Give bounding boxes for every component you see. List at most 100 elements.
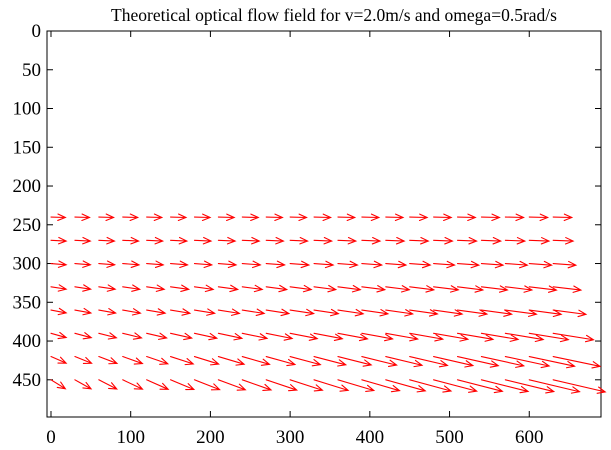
flow-arrow	[385, 260, 408, 269]
y-tick-label: 300	[13, 254, 42, 275]
flow-arrow	[170, 260, 189, 269]
flow-arrow	[98, 379, 118, 390]
flow-arrow	[289, 213, 308, 222]
flow-arrow	[122, 260, 141, 268]
flow-arrow	[361, 285, 387, 293]
flow-arrow	[504, 213, 525, 222]
flow-arrow	[50, 236, 68, 245]
flow-arrow	[552, 355, 602, 369]
flow-arrow	[170, 355, 195, 366]
flow-arrow	[98, 284, 117, 292]
flow-arrow	[98, 213, 115, 221]
flow-arrow	[456, 379, 504, 394]
flow-arrow	[552, 332, 595, 343]
flow-arrow	[146, 379, 170, 390]
flow-arrow	[409, 355, 449, 368]
x-tick-label: 500	[435, 427, 464, 448]
y-axis: 0 50 100 150 200 250 300 350 400 450	[13, 21, 601, 391]
flow-arrow	[193, 284, 215, 293]
flow-arrow	[313, 236, 334, 245]
flow-arrow	[337, 284, 362, 293]
flow-arrow	[122, 284, 142, 292]
flow-arrow	[98, 355, 119, 365]
plot-frame	[46, 30, 602, 418]
flow-arrow	[265, 355, 297, 367]
flow-arrow	[217, 332, 244, 341]
flow-arrow	[217, 308, 241, 316]
flow-arrow	[504, 237, 527, 245]
flow-arrow	[385, 213, 405, 222]
flow-arrow	[552, 309, 588, 318]
flow-arrow	[313, 213, 333, 222]
flow-arrow	[504, 355, 551, 369]
flow-arrow	[313, 284, 338, 293]
flow-arrow	[217, 236, 237, 245]
flow-arrow	[289, 236, 309, 245]
flow-arrow	[74, 284, 93, 292]
flow-arrow	[456, 355, 500, 368]
flow-arrow	[265, 332, 294, 341]
flow-arrow	[433, 309, 464, 317]
flow-arrow	[528, 260, 553, 269]
flow-arrow	[193, 308, 217, 316]
y-tick-label: 450	[13, 370, 42, 391]
flow-arrow	[217, 284, 240, 293]
y-tick-label: 200	[13, 176, 42, 197]
flow-arrow	[50, 307, 68, 316]
flow-arrow	[552, 213, 574, 222]
flow-arrow	[480, 237, 503, 245]
x-tick-label: 400	[356, 427, 385, 448]
flow-arrow	[337, 260, 359, 269]
x-tick-label: 200	[196, 427, 225, 448]
flow-arrow	[217, 379, 247, 391]
flow-arrow	[146, 355, 170, 365]
flow-arrow	[361, 309, 390, 317]
flow-arrow	[313, 260, 335, 269]
flow-arrow	[433, 332, 470, 342]
y-tick-label: 400	[13, 331, 42, 352]
flow-arrow	[385, 236, 406, 245]
x-tick-label: 0	[46, 427, 56, 448]
flow-arrow	[265, 260, 286, 269]
flow-arrow	[385, 285, 411, 293]
flow-arrow	[74, 355, 93, 364]
y-tick-label: 0	[32, 21, 42, 42]
flow-arrow	[504, 379, 556, 394]
flow-arrow	[504, 332, 545, 343]
flow-arrow	[433, 237, 454, 245]
flow-arrow	[385, 332, 420, 342]
flow-arrow	[98, 332, 118, 340]
flow-arrow	[170, 284, 191, 293]
flow-arrow	[528, 237, 551, 245]
flow-arrow	[385, 379, 427, 393]
flow-arrow	[480, 285, 509, 293]
flow-arrow	[433, 213, 453, 222]
flow-arrow	[361, 260, 384, 269]
flow-arrow	[170, 236, 189, 245]
flow-arrow	[122, 308, 142, 316]
flow-arrow	[241, 308, 266, 317]
y-tick-label: 100	[13, 99, 42, 120]
flow-arrow	[146, 213, 164, 222]
flow-arrow	[217, 213, 236, 222]
x-tick-label: 100	[116, 427, 145, 448]
flow-arrow	[289, 308, 316, 317]
flow-arrow	[409, 309, 439, 317]
flow-arrow	[289, 332, 319, 341]
flow-arrow	[217, 260, 238, 269]
flow-arrow	[337, 355, 373, 367]
flow-arrow	[98, 236, 116, 245]
flow-arrow	[480, 355, 526, 368]
flow-arrow	[98, 260, 117, 268]
flow-arrow	[265, 379, 299, 392]
flow-arrow	[217, 355, 246, 366]
flow-arrow	[265, 308, 291, 317]
flow-arrow	[528, 285, 558, 293]
flow-arrow	[265, 284, 289, 293]
flow-arrow	[74, 213, 91, 221]
flow-arrow	[98, 308, 118, 316]
flow-arrow	[409, 285, 436, 293]
flow-arrow	[361, 213, 381, 222]
flow-arrow	[385, 309, 415, 317]
